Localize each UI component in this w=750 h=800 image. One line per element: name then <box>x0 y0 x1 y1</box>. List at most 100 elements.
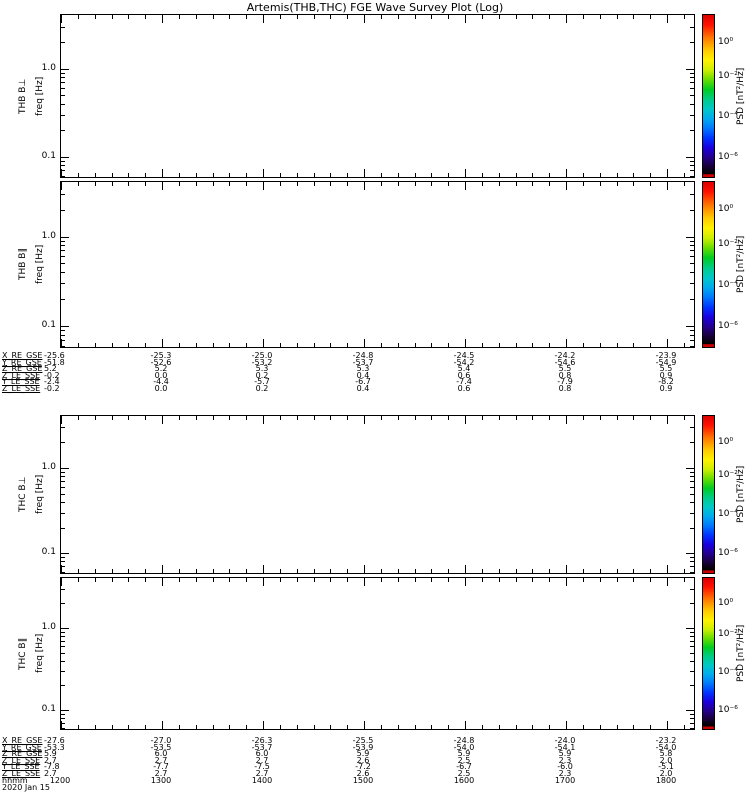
y-tick-mark <box>690 272 694 274</box>
x-tick-mark <box>195 569 197 573</box>
x-tick-mark <box>532 569 534 573</box>
x-tick-mark <box>330 343 332 347</box>
time-value: 1800 <box>655 775 677 785</box>
x-tick-mark <box>380 343 382 347</box>
y-tick-mark <box>690 471 694 473</box>
ephemeris-value: -7.7 <box>153 762 169 772</box>
x-tick-mark <box>94 173 96 177</box>
ephemeris-value: 5.8 <box>659 749 673 759</box>
y-tick-mark <box>61 635 65 637</box>
x-tick-mark <box>246 569 248 573</box>
x-tick-mark <box>582 578 584 582</box>
ephemeris-value: 5.5 <box>659 364 673 374</box>
x-tick-mark <box>162 578 163 586</box>
x-tick-mark <box>414 416 416 420</box>
x-tick-mark <box>364 578 365 586</box>
x-tick-mark <box>128 416 130 420</box>
y-tick-mark <box>61 170 65 172</box>
x-tick-mark <box>313 416 315 420</box>
x-tick-mark <box>279 173 281 177</box>
x-tick-mark <box>397 173 399 177</box>
x-tick-mark <box>549 569 551 573</box>
y-tick-label: 1.0 <box>41 461 56 472</box>
y-tick-mark <box>690 631 694 633</box>
ephemeris-value: 0.0 <box>154 370 168 380</box>
x-tick-mark <box>347 15 349 19</box>
ephemeris-value: 0.9 <box>659 384 673 393</box>
x-tick-mark <box>212 343 214 347</box>
x-tick-mark <box>94 416 96 420</box>
ephemeris-value: 0.4 <box>356 384 370 393</box>
x-tick-mark <box>77 173 79 177</box>
x-tick-mark <box>195 15 197 19</box>
y-tick-mark <box>690 26 694 28</box>
y-tick-mark <box>690 299 694 301</box>
y-tick-mark <box>61 652 65 654</box>
x-tick-mark <box>347 343 349 347</box>
x-tick-mark <box>616 343 618 347</box>
y-tick-mark <box>61 82 65 84</box>
x-tick-mark <box>633 343 635 347</box>
ephemeris-value: -6.7 <box>355 377 371 387</box>
x-tick-mark <box>683 569 685 573</box>
y-tick-mark <box>61 646 65 648</box>
y-tick-mark <box>61 628 69 630</box>
colorbar-tick-label: 10⁻⁶ <box>718 151 738 162</box>
ephemeris-value: -24.8 <box>453 736 475 745</box>
x-tick-mark <box>61 565 62 573</box>
x-tick-mark <box>515 182 517 186</box>
x-tick-mark <box>397 343 399 347</box>
x-tick-mark <box>532 15 534 19</box>
x-tick-mark <box>667 721 668 729</box>
x-tick-mark <box>448 15 450 19</box>
ephemeris-value: -7.2 <box>355 762 371 772</box>
ephemeris-value: -25.3 <box>150 351 172 360</box>
ephemeris-value: -27.6 <box>44 736 65 745</box>
ephemeris-value: -54.0 <box>453 742 475 752</box>
x-tick-mark <box>465 578 466 586</box>
x-tick-mark <box>229 578 231 582</box>
x-tick-mark <box>145 343 147 347</box>
x-tick-mark <box>263 565 264 573</box>
x-tick-mark <box>549 15 551 19</box>
x-tick-mark <box>616 578 618 582</box>
y-tick-mark <box>690 442 694 444</box>
x-tick-mark <box>162 339 163 347</box>
colorbar <box>702 14 715 178</box>
ephemeris-value: -54.6 <box>554 357 576 367</box>
x-tick-mark <box>229 15 231 19</box>
x-tick-mark <box>145 578 147 582</box>
colorbar-psd-label: PSD [nT²/Hz] <box>736 67 746 125</box>
y-tick-mark <box>690 588 694 590</box>
y-tick-mark <box>61 263 65 265</box>
x-tick-mark <box>94 343 96 347</box>
x-tick-mark <box>582 343 584 347</box>
x-tick-mark <box>481 15 483 19</box>
x-tick-mark <box>465 416 466 424</box>
y-tick-mark <box>686 156 694 158</box>
x-tick-mark <box>599 343 601 347</box>
x-tick-mark <box>145 15 147 19</box>
ephemeris-value: 2.5 <box>457 769 471 778</box>
x-tick-mark <box>414 15 416 19</box>
colorbar-tick-label: 10⁰ <box>718 598 734 608</box>
ephemeris-value: 0.8 <box>558 370 572 380</box>
x-tick-mark <box>481 343 483 347</box>
ephemeris-value: 0.9 <box>659 370 673 380</box>
x-tick-mark <box>498 182 500 186</box>
x-tick-mark <box>364 339 365 347</box>
ephemeris-row-label: Y_LE_SSE <box>2 377 40 387</box>
ephemeris-value: -53.3 <box>44 742 65 752</box>
x-tick-mark <box>616 569 618 573</box>
x-tick-mark <box>532 578 534 582</box>
y-tick-mark <box>690 512 694 514</box>
x-tick-mark <box>481 578 483 582</box>
y-tick-mark <box>690 561 694 563</box>
x-tick-mark <box>566 15 567 23</box>
x-tick-mark <box>431 416 433 420</box>
time-row-label: hhmm <box>2 775 28 785</box>
x-tick-mark <box>532 725 534 729</box>
x-tick-mark <box>515 578 517 582</box>
y-tick-mark <box>61 26 65 28</box>
y-tick-mark <box>61 165 65 167</box>
